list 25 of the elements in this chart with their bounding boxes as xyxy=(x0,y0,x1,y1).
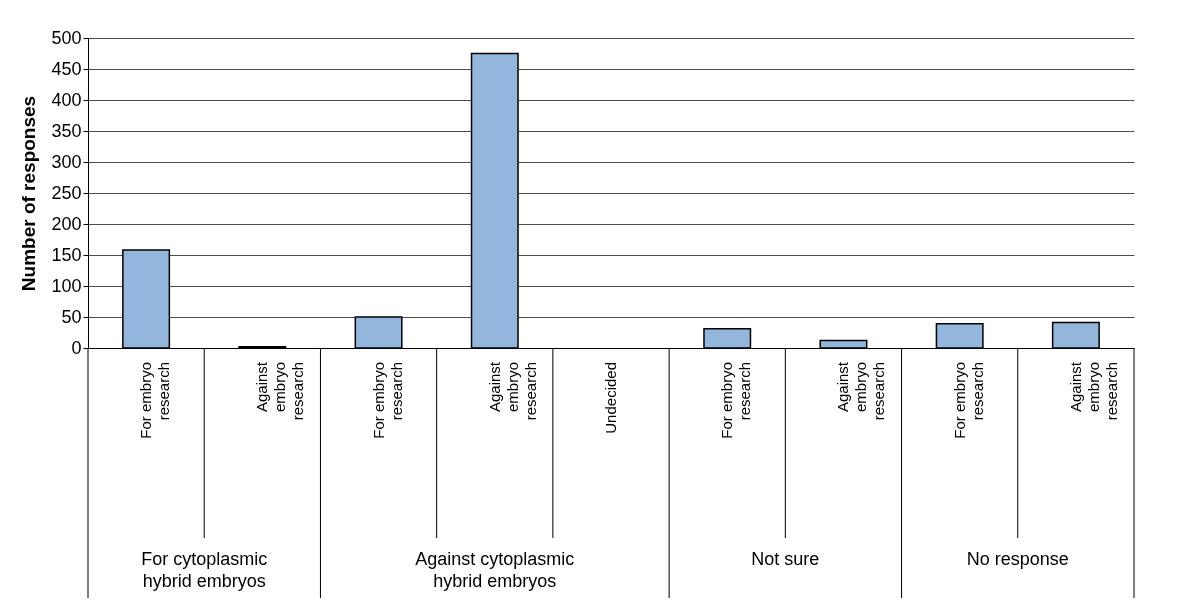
y-tick-label: 350 xyxy=(51,120,82,141)
x-tick-label: For embryo research xyxy=(718,362,754,439)
text: Not sure xyxy=(751,549,820,569)
text: For cytoplasmic hybrid embryos xyxy=(141,549,268,591)
y-tick-label: 150 xyxy=(51,244,82,265)
y-tick-label: 500 xyxy=(51,27,82,48)
y-tick-label: 100 xyxy=(51,275,82,296)
y-axis-title: Number of responses xyxy=(18,95,40,292)
y-tick-label: 50 xyxy=(61,306,82,327)
y-tick-label: 0 xyxy=(71,337,82,358)
x-tick-label: For embryo research xyxy=(950,362,986,439)
x-tick-label: Against embryo research xyxy=(1066,361,1120,421)
text: No response xyxy=(966,549,1069,569)
x-tick-label: Against embryo research xyxy=(253,361,307,421)
x-tick-label: Against embryo research xyxy=(485,361,539,421)
y-tick-label: 250 xyxy=(51,182,82,203)
x-tick-label: Undecided xyxy=(602,362,619,434)
y-tick-label: 400 xyxy=(51,89,82,110)
y-tick-label: 200 xyxy=(51,213,82,234)
text: Against cytoplasmic hybrid embryos xyxy=(415,549,575,591)
x-tick-label: Against embryo research xyxy=(834,361,888,421)
y-tick-label: 300 xyxy=(51,151,82,172)
x-tick-label: For embryo research xyxy=(137,362,173,439)
y-tick-label: 450 xyxy=(51,58,82,79)
x-tick-label: For embryo research xyxy=(369,362,405,439)
